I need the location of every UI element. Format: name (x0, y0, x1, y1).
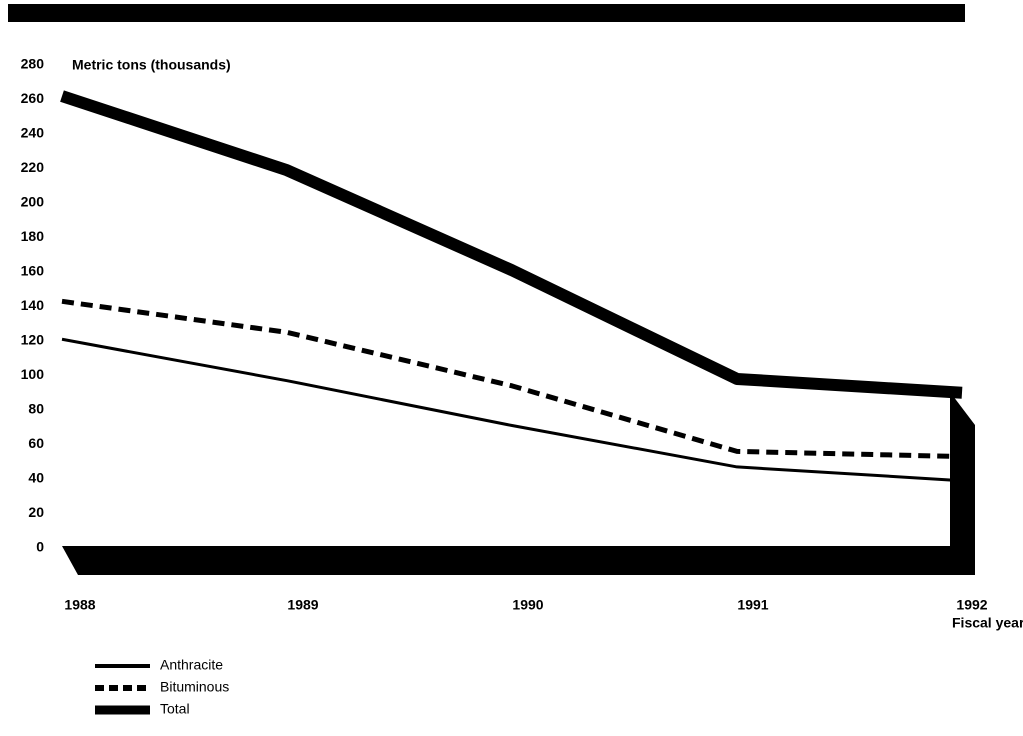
legend-label: Anthracite (160, 657, 223, 673)
x-tick-label: 1992 (956, 597, 987, 613)
x-tick-label: 1990 (512, 597, 543, 613)
y-tick-label: 240 (21, 125, 45, 141)
x-axis-label: Fiscal year (952, 615, 1023, 631)
y-tick-label: 60 (28, 435, 44, 451)
x-tick-label: 1989 (287, 597, 318, 613)
x-tick-label: 1991 (737, 597, 768, 613)
top-bar (8, 4, 965, 22)
y-tick-label: 100 (21, 366, 45, 382)
y-tick-label: 80 (28, 401, 44, 417)
y-axis-label: Metric tons (thousands) (72, 57, 231, 73)
y-tick-label: 260 (21, 90, 45, 106)
y-tick-label: 140 (21, 297, 45, 313)
y-tick-label: 280 (21, 56, 45, 72)
series-line (61, 298, 963, 460)
floor-band (62, 546, 975, 575)
legend-label: Bituminous (160, 679, 229, 695)
y-tick-label: 180 (21, 228, 45, 244)
series-line (60, 90, 963, 399)
legend-label: Total (160, 701, 190, 717)
y-tick-label: 40 (28, 470, 44, 486)
y-tick-label: 220 (21, 159, 45, 175)
y-tick-label: 200 (21, 194, 45, 210)
y-tick-label: 120 (21, 332, 45, 348)
series-line (61, 337, 963, 483)
x-tick-label: 1988 (64, 597, 95, 613)
side-band (950, 392, 975, 575)
y-tick-label: 20 (28, 504, 44, 520)
y-tick-label: 0 (36, 539, 44, 555)
y-tick-label: 160 (21, 263, 45, 279)
